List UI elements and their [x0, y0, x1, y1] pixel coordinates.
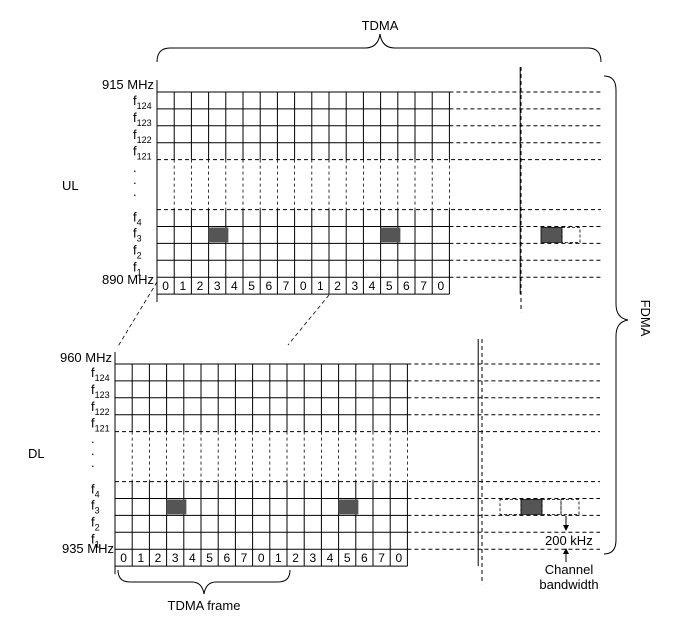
- slot-number: 4: [369, 279, 376, 293]
- slot-number: 4: [189, 551, 196, 565]
- active-timeslot: [208, 227, 229, 243]
- downlink-label: DL: [28, 446, 45, 461]
- uplink-ellipsis: . . .: [133, 160, 137, 199]
- active-timeslot: [166, 499, 187, 515]
- channel-label: f1: [91, 531, 100, 549]
- slot-number: 0: [120, 551, 127, 565]
- channel-bandwidth-annotation: 200 kHz Channel bandwidth: [539, 516, 599, 592]
- slot-number: 5: [344, 551, 351, 565]
- active-timeslot: [520, 499, 543, 515]
- slot-number: 0: [258, 551, 265, 565]
- slot-number: 0: [437, 279, 444, 293]
- active-timeslot: [338, 499, 359, 515]
- slot-number: 0: [395, 551, 402, 565]
- slot-number: 6: [403, 279, 410, 293]
- slot-number: 2: [155, 551, 162, 565]
- uplink-top-frequency: 915 MHz: [102, 77, 154, 92]
- slot-number: 1: [275, 551, 282, 565]
- downlink-top-frequency: 960 MHz: [60, 350, 112, 365]
- slot-number: 3: [351, 279, 358, 293]
- channel-label: f123: [91, 382, 110, 400]
- channel-label: f3: [133, 226, 142, 244]
- svg-text:.: .: [91, 455, 95, 470]
- slot-number: 5: [206, 551, 213, 565]
- uplink-label: UL: [62, 178, 79, 193]
- channel-label: f4: [91, 482, 100, 500]
- channel-label: f3: [91, 498, 100, 516]
- svg-text:.: .: [91, 431, 95, 446]
- slot-number: 7: [420, 279, 427, 293]
- slot-number: 2: [334, 279, 341, 293]
- slot-number: 6: [223, 551, 230, 565]
- tdma-label: TDMA: [362, 18, 399, 33]
- svg-text:.: .: [133, 160, 137, 175]
- fdma-brace: [603, 75, 629, 555]
- timeslot-outline: [499, 499, 522, 515]
- fdma-label: FDMA: [638, 300, 653, 337]
- bandwidth-caption-line1: Channel: [545, 562, 594, 577]
- timeslot-outline: [541, 499, 562, 515]
- slot-number: 0: [162, 279, 169, 293]
- tdma-brace: [156, 33, 602, 63]
- uplink-grid: 915 MHz 890 MHz UL . . . f124f123f122f12…: [62, 67, 601, 313]
- channel-label: f121: [91, 416, 110, 434]
- svg-text:.: .: [91, 443, 95, 458]
- slot-number: 4: [231, 279, 238, 293]
- slot-number: 3: [309, 551, 316, 565]
- downlink-ellipsis: . . .: [91, 431, 95, 470]
- bandwidth-value: 200 kHz: [545, 533, 593, 548]
- slot-number: 5: [248, 279, 255, 293]
- downlink-grid: 960 MHz 935 MHz DL . . . f124f123f122f12…: [28, 339, 600, 585]
- channel-label: f122: [133, 127, 152, 145]
- timeslot-outline: [560, 499, 580, 515]
- channel-label: f2: [91, 514, 100, 532]
- channel-label: f124: [91, 365, 110, 383]
- channel-label: f1: [133, 259, 142, 277]
- bandwidth-caption-line2: bandwidth: [539, 577, 598, 592]
- channel-label: f122: [91, 399, 110, 417]
- slot-number: 2: [197, 279, 204, 293]
- active-timeslot: [380, 227, 401, 243]
- slot-number: 7: [378, 551, 385, 565]
- slot-number: 7: [283, 279, 290, 293]
- timeslot-outline: [561, 227, 581, 243]
- slot-number: 1: [137, 551, 144, 565]
- zoom-connector-lines: [116, 281, 330, 349]
- tdma-frame-label: TDMA frame: [168, 598, 241, 613]
- slot-number: 2: [292, 551, 299, 565]
- channel-label: f124: [133, 93, 152, 111]
- slot-number: 6: [265, 279, 272, 293]
- downlink-bottom-frequency: 935 MHz: [62, 541, 114, 556]
- channel-label: f4: [133, 210, 142, 228]
- tdma-frame-brace: [117, 569, 291, 595]
- active-timeslot: [540, 227, 563, 243]
- slot-number: 4: [327, 551, 334, 565]
- channel-label: f123: [133, 110, 152, 128]
- uplink-bottom-frequency: 890 MHz: [102, 272, 154, 287]
- slot-number: 7: [241, 551, 248, 565]
- slot-number: 0: [300, 279, 307, 293]
- svg-text:.: .: [133, 172, 137, 187]
- svg-text:.: .: [133, 184, 137, 199]
- slot-number: 3: [172, 551, 179, 565]
- slot-number: 5: [386, 279, 393, 293]
- channel-label: f121: [133, 144, 152, 162]
- slot-number: 1: [317, 279, 324, 293]
- slot-number: 3: [214, 279, 221, 293]
- channel-label: f2: [133, 242, 142, 260]
- slot-number: 1: [179, 279, 186, 293]
- slot-number: 6: [361, 551, 368, 565]
